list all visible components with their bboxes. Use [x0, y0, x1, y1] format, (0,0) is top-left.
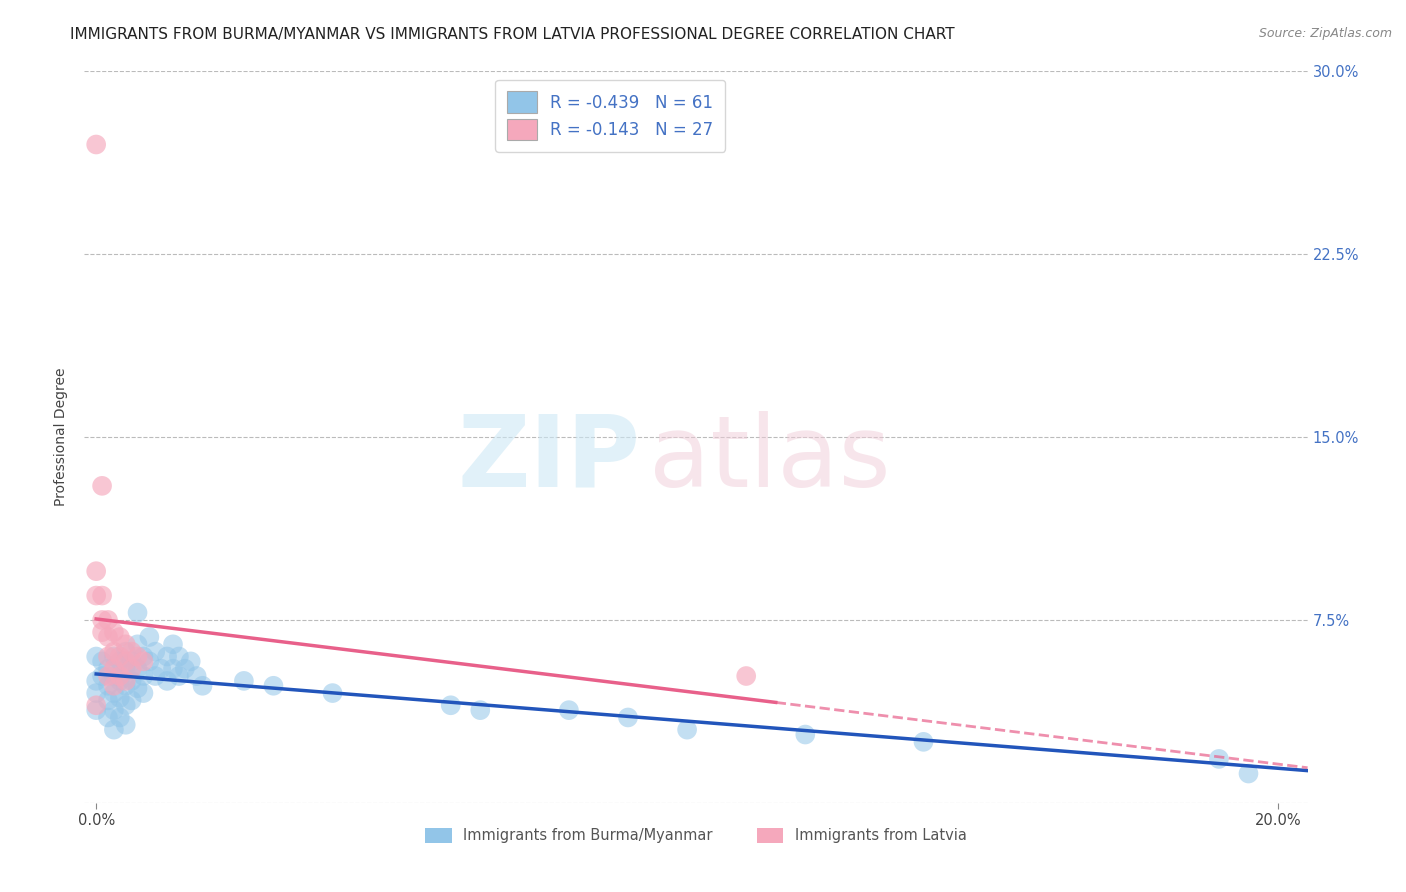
Point	[97, 649, 120, 664]
Point	[108, 654, 131, 668]
Point	[676, 723, 699, 737]
Point	[156, 649, 179, 664]
Text: Source: ZipAtlas.com: Source: ZipAtlas.com	[1258, 27, 1392, 40]
Point	[127, 649, 149, 664]
Point	[114, 718, 136, 732]
Point	[150, 662, 173, 676]
Point	[114, 673, 136, 688]
Point	[114, 679, 136, 693]
Point	[84, 589, 107, 603]
Point	[97, 710, 120, 724]
Point	[1237, 766, 1260, 780]
Point	[127, 637, 149, 651]
Point	[162, 637, 184, 651]
Point	[121, 673, 143, 688]
Point	[114, 654, 136, 668]
Legend: Immigrants from Burma/Myanmar, Immigrants from Latvia: Immigrants from Burma/Myanmar, Immigrant…	[418, 821, 974, 850]
Point	[121, 693, 143, 707]
Point	[127, 681, 149, 696]
Point	[91, 654, 114, 668]
Point	[138, 630, 160, 644]
Point	[91, 613, 114, 627]
Point	[84, 703, 107, 717]
Point	[103, 679, 125, 693]
Point	[132, 669, 155, 683]
Point	[103, 703, 125, 717]
Text: IMMIGRANTS FROM BURMA/MYANMAR VS IMMIGRANTS FROM LATVIA PROFESSIONAL DEGREE CORR: IMMIGRANTS FROM BURMA/MYANMAR VS IMMIGRA…	[70, 27, 955, 42]
Point	[91, 589, 114, 603]
Point	[470, 703, 492, 717]
Point	[132, 649, 155, 664]
Point	[735, 669, 758, 683]
Point	[97, 679, 120, 693]
Y-axis label: Professional Degree: Professional Degree	[55, 368, 69, 507]
Point	[114, 645, 136, 659]
Point	[108, 669, 131, 683]
Point	[143, 669, 166, 683]
Point	[186, 669, 208, 683]
Point	[97, 662, 120, 676]
Point	[440, 698, 463, 713]
Point	[127, 662, 149, 676]
Point	[162, 662, 184, 676]
Point	[103, 625, 125, 640]
Point	[84, 137, 107, 152]
Point	[114, 662, 136, 676]
Point	[262, 679, 284, 693]
Point	[103, 669, 125, 683]
Point	[114, 698, 136, 713]
Point	[91, 669, 114, 683]
Point	[97, 693, 120, 707]
Point	[127, 606, 149, 620]
Point	[132, 654, 155, 668]
Point	[97, 630, 120, 644]
Point	[180, 654, 202, 668]
Point	[617, 710, 640, 724]
Point	[143, 645, 166, 659]
Text: ZIP: ZIP	[458, 410, 641, 508]
Point	[103, 645, 125, 659]
Point	[322, 686, 344, 700]
Point	[912, 735, 935, 749]
Point	[103, 686, 125, 700]
Point	[108, 630, 131, 644]
Point	[114, 637, 136, 651]
Point	[97, 669, 120, 683]
Point	[167, 669, 190, 683]
Point	[156, 673, 179, 688]
Point	[232, 673, 254, 688]
Point	[167, 649, 190, 664]
Point	[132, 686, 155, 700]
Point	[138, 654, 160, 668]
Point	[103, 662, 125, 676]
Point	[121, 654, 143, 668]
Point	[191, 679, 214, 693]
Point	[84, 686, 107, 700]
Point	[84, 649, 107, 664]
Point	[103, 723, 125, 737]
Point	[108, 690, 131, 705]
Text: atlas: atlas	[648, 410, 890, 508]
Point	[108, 710, 131, 724]
Point	[108, 673, 131, 688]
Point	[91, 625, 114, 640]
Point	[794, 727, 817, 741]
Point	[91, 479, 114, 493]
Point	[558, 703, 581, 717]
Point	[121, 662, 143, 676]
Point	[84, 564, 107, 578]
Point	[1208, 752, 1230, 766]
Point	[173, 662, 195, 676]
Point	[108, 649, 131, 664]
Point	[97, 613, 120, 627]
Point	[84, 698, 107, 713]
Point	[103, 649, 125, 664]
Point	[121, 645, 143, 659]
Point	[84, 673, 107, 688]
